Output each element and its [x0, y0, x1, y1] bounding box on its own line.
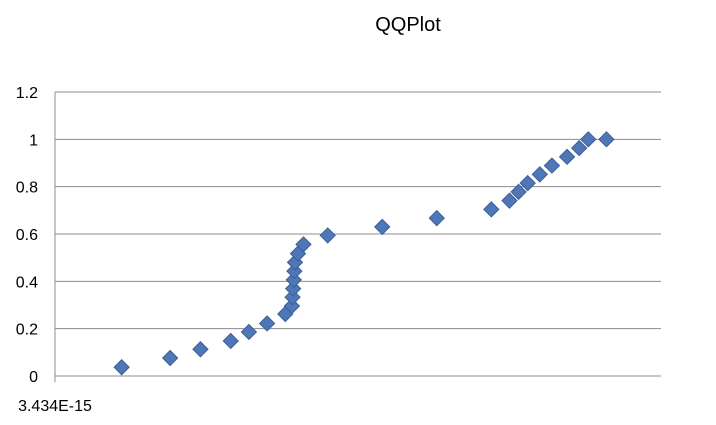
- data-point: [240, 323, 258, 341]
- data-point: [580, 131, 597, 148]
- y-tick-label: 1: [29, 132, 38, 149]
- y-tick-label: 0.2: [16, 322, 38, 339]
- gridlines: [54, 91, 661, 382]
- data-point: [510, 183, 527, 201]
- y-tick-label: 0.4: [16, 274, 38, 291]
- data-point: [319, 227, 336, 244]
- y-tick-label: 1.2: [16, 85, 38, 102]
- data-point: [558, 148, 576, 166]
- x-tick-labels: 3.434E-15: [18, 398, 92, 415]
- data-point: [161, 349, 179, 367]
- data-point: [428, 209, 445, 227]
- data-point: [483, 201, 500, 218]
- y-tick-label: 0: [29, 369, 38, 386]
- chart-title: QQPlot: [375, 14, 441, 36]
- data-point: [570, 139, 588, 157]
- data-point: [501, 192, 518, 209]
- x-tick-label: 3.434E-15: [18, 398, 92, 415]
- data-point: [192, 341, 209, 358]
- data-point: [113, 359, 130, 376]
- y-tick-label: 0.8: [16, 180, 38, 197]
- data-point: [374, 218, 391, 236]
- data-point: [598, 131, 615, 148]
- y-tick-label: 0.6: [16, 227, 38, 244]
- data-point: [531, 166, 549, 183]
- data-point: [258, 315, 276, 332]
- data-point: [519, 174, 536, 192]
- data-point: [295, 236, 312, 253]
- data-point: [543, 157, 561, 174]
- data-points: [113, 131, 615, 376]
- y-tick-labels: 0 0.2 0.4 0.6 0.8 1 1.2: [16, 85, 38, 386]
- data-point: [222, 332, 239, 350]
